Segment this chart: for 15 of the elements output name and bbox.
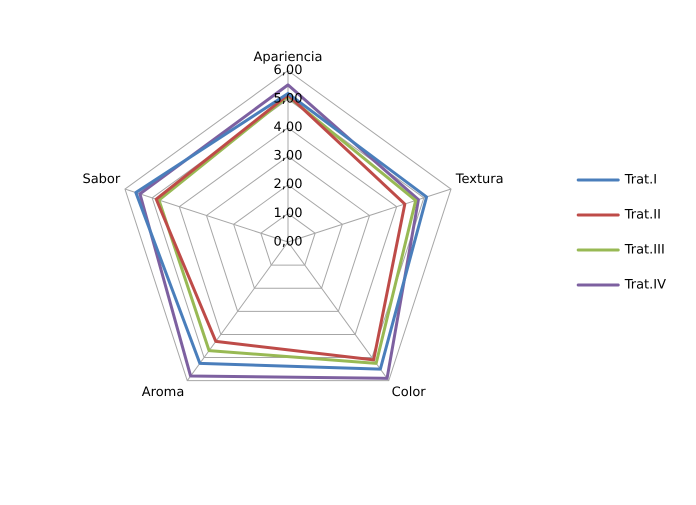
y-tick-label: 0,00 xyxy=(274,234,302,250)
spoke-label: Color xyxy=(392,384,426,400)
legend-label: Trat.II xyxy=(624,207,661,222)
legend-label: Trat.III xyxy=(624,242,665,258)
y-tick-label: 1,00 xyxy=(274,206,302,221)
y-tick-label: 4,00 xyxy=(274,120,302,136)
y-tick-label: 6,00 xyxy=(274,62,302,78)
y-tick-label: 2,00 xyxy=(274,177,302,192)
y-tick-label: 3,00 xyxy=(274,148,302,164)
spoke-label: Apariencia xyxy=(253,50,323,66)
legend-label: Trat.IV xyxy=(624,277,666,292)
spoke-label: Textura xyxy=(454,172,504,188)
spoke-label: Sabor xyxy=(82,172,121,188)
legend-label: Trat.I xyxy=(624,172,658,188)
spoke-label: Aroma xyxy=(142,384,184,400)
